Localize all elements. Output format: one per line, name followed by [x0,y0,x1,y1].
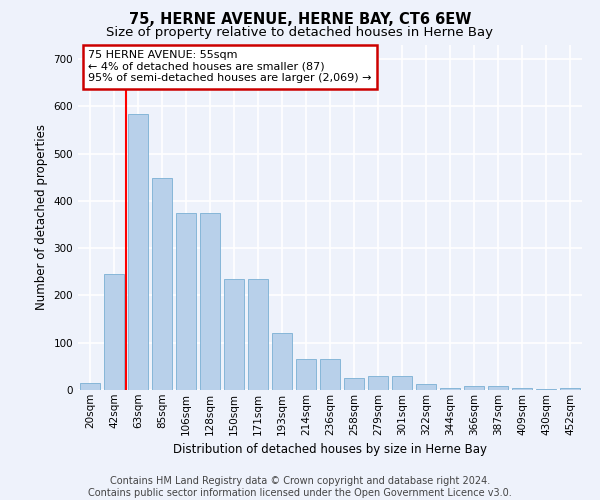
Bar [416,384,436,390]
Bar [488,386,508,390]
Text: Size of property relative to detached houses in Herne Bay: Size of property relative to detached ho… [107,26,493,39]
Bar [152,178,172,390]
Bar [248,279,268,390]
Bar [344,378,364,390]
Bar [200,213,220,390]
Bar [224,279,244,390]
Bar [368,376,388,390]
Bar [296,360,316,390]
Text: 75, HERNE AVENUE, HERNE BAY, CT6 6EW: 75, HERNE AVENUE, HERNE BAY, CT6 6EW [129,12,471,28]
Y-axis label: Number of detached properties: Number of detached properties [35,124,48,310]
Bar [560,388,580,390]
Bar [128,114,148,390]
Bar [80,383,100,390]
Bar [440,388,460,390]
Bar [176,213,196,390]
Bar [320,360,340,390]
Bar [104,274,124,390]
Bar [536,389,556,390]
Text: Contains HM Land Registry data © Crown copyright and database right 2024.
Contai: Contains HM Land Registry data © Crown c… [88,476,512,498]
X-axis label: Distribution of detached houses by size in Herne Bay: Distribution of detached houses by size … [173,443,487,456]
Bar [512,388,532,390]
Text: 75 HERNE AVENUE: 55sqm
← 4% of detached houses are smaller (87)
95% of semi-deta: 75 HERNE AVENUE: 55sqm ← 4% of detached … [88,50,371,84]
Bar [464,386,484,390]
Bar [272,334,292,390]
Bar [392,376,412,390]
